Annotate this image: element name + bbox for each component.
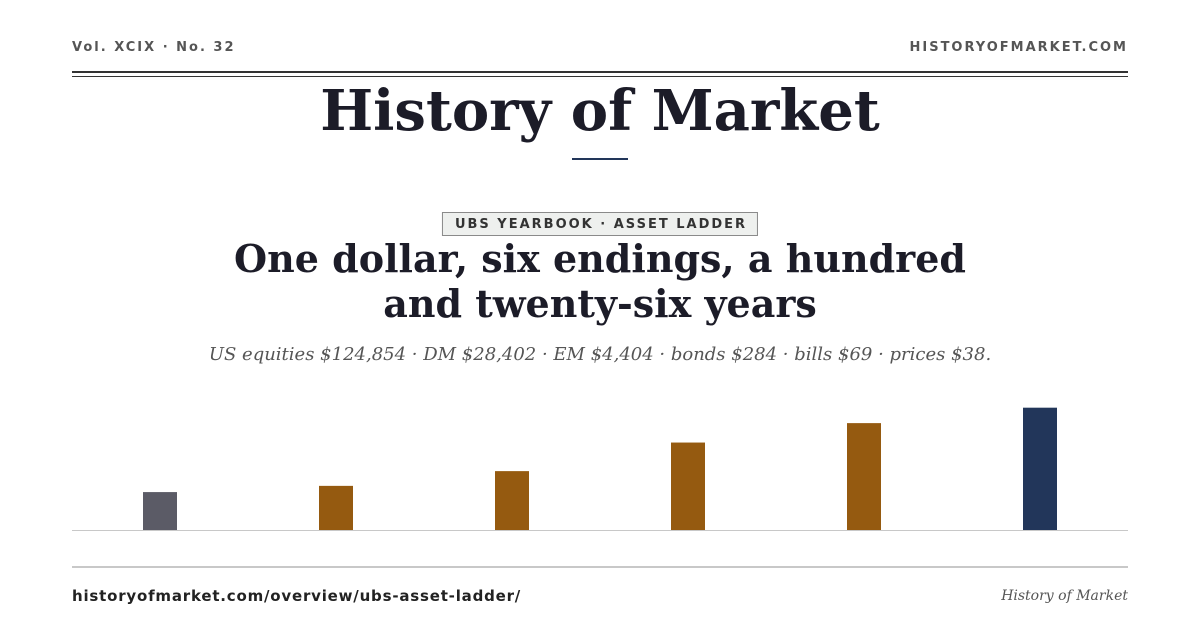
url: historyofmarket.com/overview/ubs-asset-l… [72, 587, 522, 605]
bar [847, 423, 881, 530]
issue: Vol. XCIX · No. 32 [72, 40, 236, 55]
bar [671, 442, 705, 530]
rule [72, 566, 1128, 568]
bar [143, 492, 177, 530]
summary: US equities $124,854 · DM $28,402 · EM $… [208, 344, 992, 365]
bar [1023, 407, 1057, 530]
masthead: History of Market [320, 78, 880, 144]
chart [72, 407, 1128, 531]
rule [72, 76, 1128, 77]
brand: History of Market [1001, 588, 1128, 604]
bar [319, 485, 353, 530]
headline: One dollar, six endings, a hundred and t… [234, 236, 966, 326]
kicker: UBS YEARBOOK · ASSET LADDER [441, 212, 759, 236]
accent-rule [572, 158, 628, 160]
bar [495, 471, 529, 530]
rule [72, 71, 1128, 73]
site: HISTORYOFMARKET.COM [909, 40, 1128, 55]
